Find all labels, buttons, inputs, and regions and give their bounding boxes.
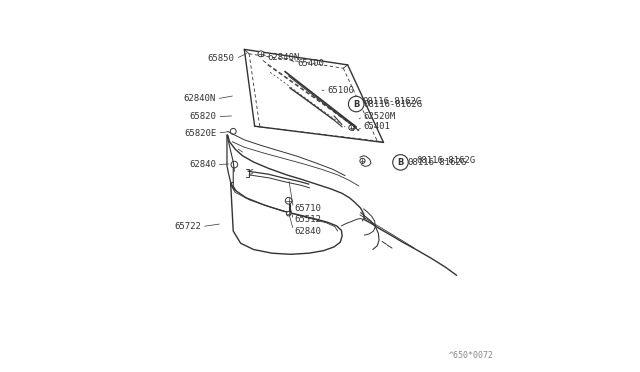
Text: 65512: 65512 [294, 215, 321, 224]
Text: 65710: 65710 [294, 204, 321, 214]
Text: 62840: 62840 [189, 160, 216, 169]
Text: 65401: 65401 [364, 122, 390, 131]
Circle shape [258, 51, 264, 57]
Text: 08116-8162G: 08116-8162G [362, 97, 422, 106]
Text: 65722: 65722 [174, 222, 201, 231]
Text: 65850: 65850 [207, 54, 234, 63]
Text: 65820E: 65820E [184, 129, 216, 138]
Circle shape [360, 158, 365, 163]
Text: 65100: 65100 [328, 86, 355, 95]
Text: ^650*0072: ^650*0072 [449, 351, 493, 360]
Text: 62520M: 62520M [364, 112, 396, 121]
Text: B: B [353, 100, 360, 109]
Circle shape [285, 198, 292, 204]
Text: 62840: 62840 [294, 227, 321, 235]
Text: 08116-8162G: 08116-8162G [364, 100, 422, 109]
Circle shape [287, 211, 291, 216]
Circle shape [393, 155, 408, 170]
Text: 65820: 65820 [189, 112, 216, 121]
Text: 08116-8162G: 08116-8162G [408, 158, 467, 167]
Text: 62840N: 62840N [268, 53, 300, 62]
Text: 62840N: 62840N [184, 94, 216, 103]
Circle shape [348, 96, 364, 112]
Text: B: B [397, 158, 404, 167]
Text: 65400: 65400 [297, 59, 324, 68]
Text: 08116-8162G: 08116-8162G [416, 156, 475, 166]
Circle shape [349, 125, 354, 130]
